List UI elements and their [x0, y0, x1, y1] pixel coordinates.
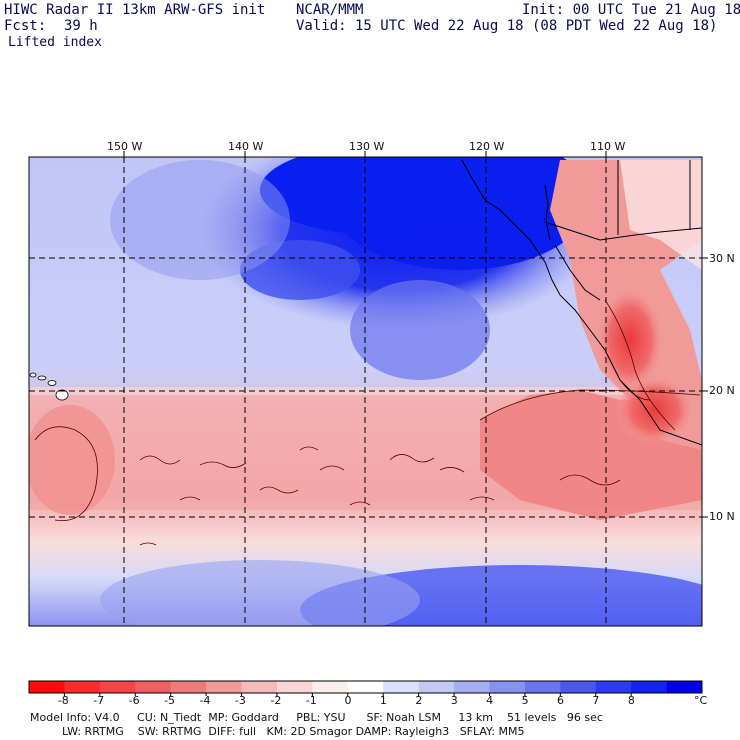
lat-label-10n: 10 N	[709, 510, 735, 523]
lon-label-120w: 120 W	[469, 140, 505, 153]
lon-label-130w: 130 W	[349, 140, 385, 153]
colorbar-swatch	[595, 681, 632, 693]
field-name: Lifted index	[8, 35, 102, 50]
colorbar-swatch	[560, 681, 597, 693]
colorbar-tick-label: -2	[270, 694, 282, 707]
lon-label-150w: 150 W	[107, 140, 143, 153]
hawaii-islands	[29, 372, 69, 401]
lat-lon-grid	[29, 157, 702, 626]
contour-lines	[34, 299, 701, 546]
map-field	[29, 157, 702, 626]
colorbar-tick-label: -4	[199, 694, 211, 707]
colorbar-tick-label: -8	[57, 694, 69, 707]
colorbar-swatch	[312, 681, 349, 693]
colorbar-swatch	[454, 681, 490, 693]
colorbar-swatch	[64, 681, 101, 693]
colorbar-swatch	[29, 681, 65, 693]
colorbar-unit: °C	[694, 694, 708, 707]
colorbar-tick-label: 0	[344, 694, 352, 707]
colorbar-swatch	[99, 681, 136, 693]
colorbar-frame	[28, 680, 703, 694]
lat-label-30n: 30 N	[709, 252, 735, 265]
colorbar-swatch	[489, 681, 526, 693]
colorbar-tick-label: 8	[627, 694, 635, 707]
lon-label-110w: 110 W	[590, 140, 626, 153]
colorbar-swatch	[383, 681, 419, 693]
colorbar	[28, 680, 703, 696]
forecast-hours: 39 h	[64, 18, 98, 34]
colorbar-swatch	[524, 681, 561, 693]
colorbar-tick-label: 6	[557, 694, 565, 707]
colorbar-tick-label: -7	[93, 694, 105, 707]
lon-label-140w: 140 W	[228, 140, 264, 153]
colorbar-swatch	[206, 681, 242, 693]
colorbar-tick-label: 3	[450, 694, 458, 707]
colorbar-tick-label: 5	[521, 694, 529, 707]
colorbar-swatch	[241, 681, 278, 693]
product-title: HIWC Radar II 13km ARW-GFS init	[4, 2, 266, 18]
colorbar-tick-label: 7	[592, 694, 600, 707]
colorbar-swatch	[135, 681, 171, 693]
colorbar-tick-label: -1	[305, 694, 317, 707]
lat-label-20n: 20 N	[709, 384, 735, 397]
forecast-label: Fcst:	[4, 18, 47, 34]
colorbar-tick-label: 2	[415, 694, 423, 707]
agency-label: NCAR/MMM	[296, 2, 364, 18]
colorbar-swatch	[276, 681, 313, 693]
colorbar-tick-label: -3	[234, 694, 246, 707]
model-info-line1: Model Info: V4.0 CU: N_Tiedt MP: Goddard…	[30, 711, 603, 724]
colorbar-tick-label: -5	[164, 694, 176, 707]
axis-ticks	[123, 151, 708, 518]
colorbar-tick-label: 1	[379, 694, 387, 707]
colorbar-tick-label: -6	[128, 694, 140, 707]
colorbar-swatch	[347, 681, 384, 693]
colorbar-swatch	[418, 681, 455, 693]
init-time: Init: 00 UTC Tue 21 Aug 18	[522, 2, 740, 18]
valid-time: Valid: 15 UTC Wed 22 Aug 18 (08 PDT Wed …	[296, 18, 718, 34]
colorbar-swatch	[631, 681, 667, 693]
colorbar-swatch	[170, 681, 207, 693]
model-info-line2: LW: RRTMG SW: RRTMG DIFF: full KM: 2D Sm…	[62, 725, 525, 738]
colorbar-tick-label: 4	[486, 694, 494, 707]
colorbar-swatch	[666, 681, 703, 693]
